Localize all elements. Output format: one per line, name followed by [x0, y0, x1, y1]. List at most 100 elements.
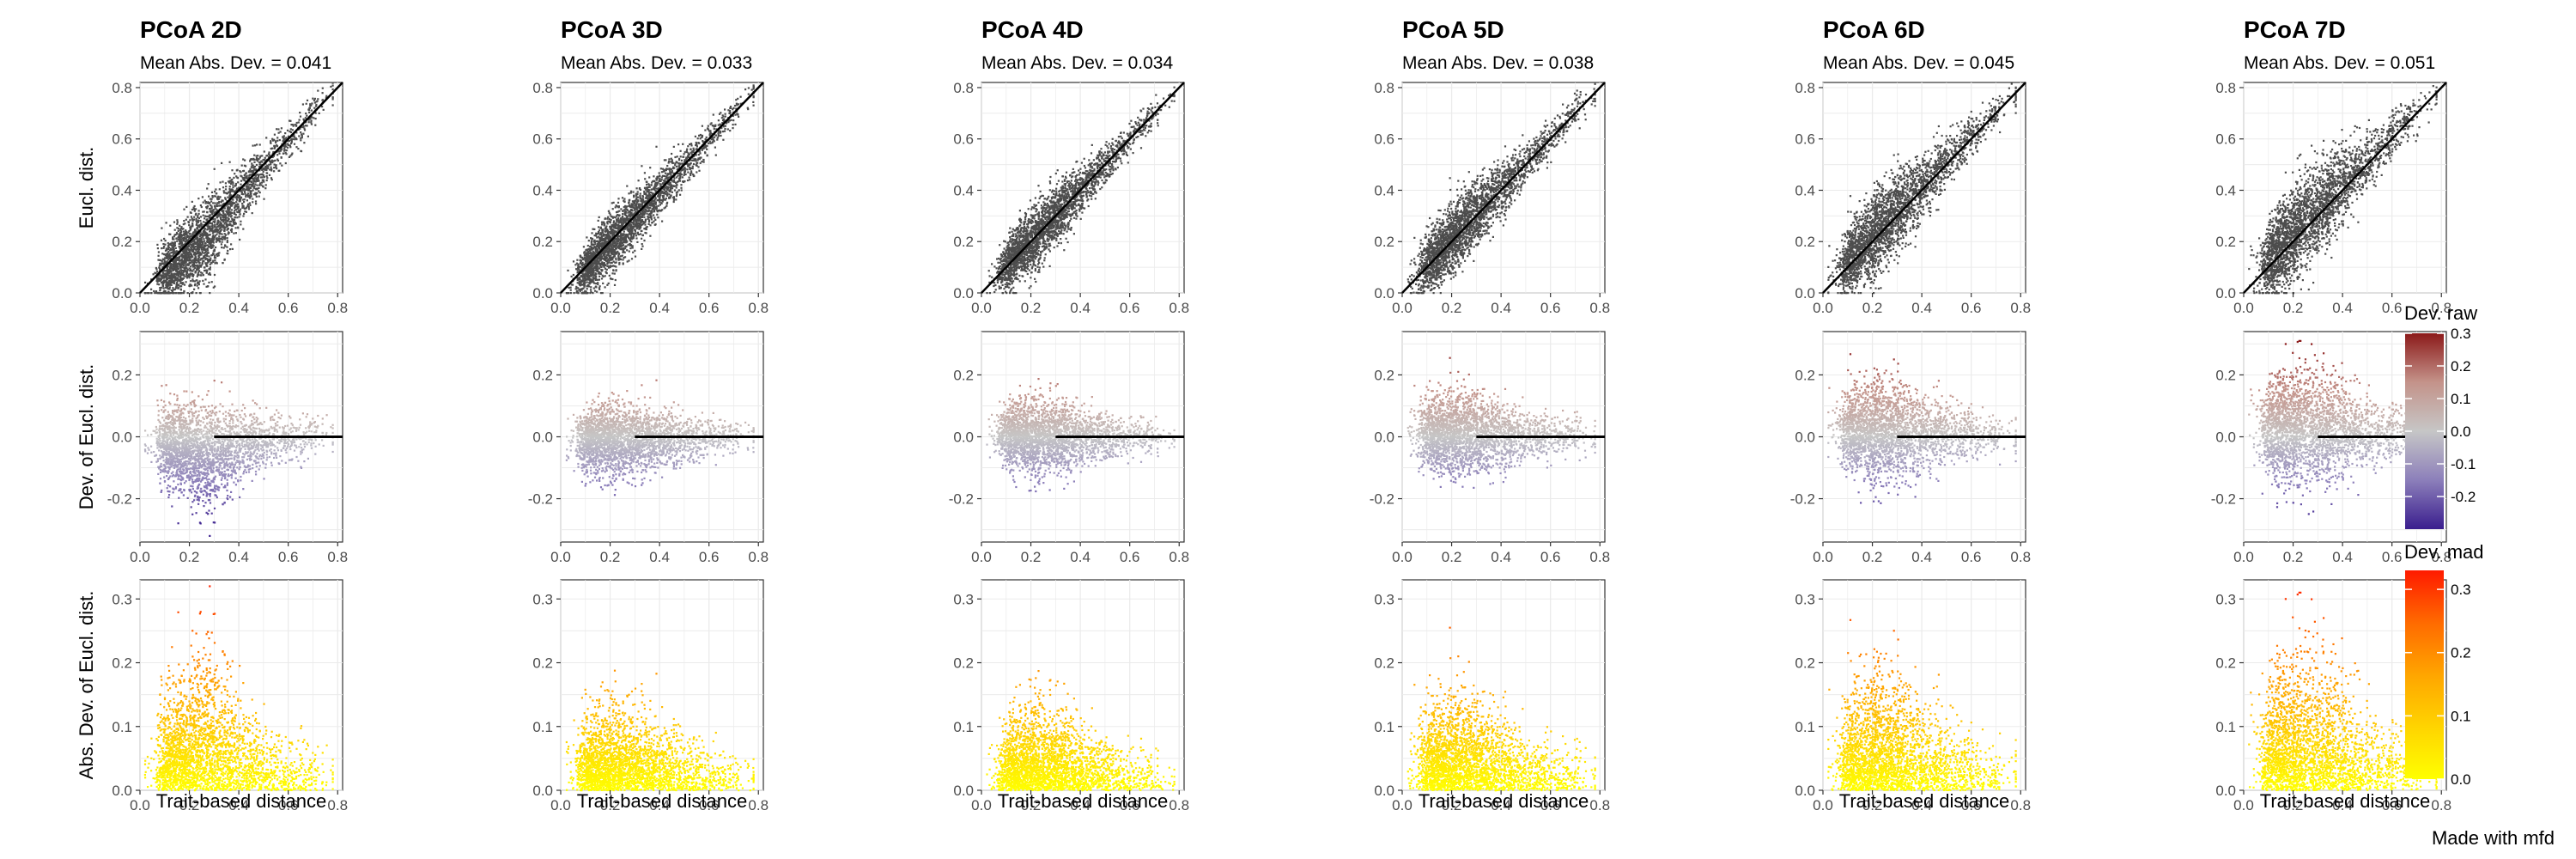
data-point — [197, 228, 198, 229]
data-point — [276, 154, 278, 155]
data-point — [211, 281, 213, 283]
data-point — [233, 233, 234, 235]
data-point — [214, 220, 216, 222]
data-point — [210, 200, 212, 202]
data-point — [249, 204, 251, 206]
data-point — [175, 286, 177, 288]
data-point — [277, 128, 279, 130]
data-point — [256, 164, 258, 166]
data-point — [184, 284, 185, 286]
data-point — [191, 259, 193, 261]
data-point — [179, 280, 180, 282]
data-point — [258, 187, 259, 189]
data-point — [185, 267, 186, 269]
data-point — [167, 283, 169, 285]
data-point — [222, 234, 223, 235]
data-point — [246, 207, 247, 209]
data-point — [314, 101, 316, 103]
data-point — [273, 167, 275, 168]
data-point — [258, 174, 259, 176]
data-point — [242, 170, 244, 172]
data-point — [307, 100, 308, 101]
data-point — [291, 141, 293, 143]
data-point — [308, 107, 310, 109]
data-point — [228, 213, 229, 215]
data-point — [212, 202, 214, 204]
data-point — [280, 131, 282, 132]
data-point — [230, 183, 232, 185]
data-point — [213, 239, 215, 241]
data-point — [175, 292, 177, 294]
data-point — [230, 189, 232, 191]
data-point — [235, 209, 237, 210]
data-point — [243, 205, 245, 207]
data-point — [270, 140, 271, 142]
data-point — [203, 202, 204, 204]
data-point — [265, 168, 267, 169]
data-point — [174, 241, 176, 243]
data-point — [197, 252, 199, 253]
data-point — [317, 101, 319, 102]
data-point — [241, 192, 243, 193]
data-point — [289, 140, 290, 142]
data-point — [229, 186, 231, 187]
data-point — [230, 221, 232, 222]
data-point — [332, 104, 334, 106]
data-point — [166, 284, 167, 286]
data-point — [185, 261, 187, 263]
data-point — [187, 216, 189, 218]
data-point — [296, 122, 298, 124]
data-point — [194, 254, 196, 256]
data-point — [224, 227, 226, 228]
data-point — [304, 129, 306, 131]
data-point — [234, 207, 235, 209]
data-point — [258, 196, 260, 198]
data-point — [224, 214, 226, 216]
data-point — [190, 280, 191, 282]
data-point — [161, 260, 163, 262]
data-point — [185, 235, 186, 237]
data-point — [173, 249, 174, 251]
data-point — [242, 215, 244, 216]
data-point — [183, 255, 185, 257]
data-point — [176, 265, 178, 267]
data-point — [167, 260, 168, 262]
data-point — [170, 283, 172, 284]
data-point — [164, 259, 166, 261]
data-point — [322, 92, 324, 94]
data-point — [209, 292, 210, 294]
data-point — [199, 239, 201, 241]
data-point — [208, 183, 210, 185]
data-point — [213, 253, 215, 255]
data-point — [210, 274, 211, 276]
data-point — [175, 238, 177, 240]
data-point — [185, 206, 187, 208]
data-point — [246, 177, 248, 179]
data-point — [168, 244, 170, 246]
data-point — [183, 231, 185, 233]
data-point — [248, 208, 250, 210]
data-point — [235, 214, 237, 216]
data-point — [303, 119, 305, 120]
data-point — [253, 187, 255, 189]
data-point — [284, 146, 286, 148]
data-point — [285, 153, 287, 155]
data-point — [179, 262, 180, 264]
data-point — [210, 247, 212, 248]
data-point — [211, 222, 213, 224]
data-point — [281, 127, 283, 129]
panel-subtitle: Mean Abs. Dev. = 0.041 — [140, 53, 331, 73]
data-point — [216, 253, 217, 255]
data-point — [220, 222, 222, 224]
data-point — [185, 252, 186, 253]
data-point — [211, 212, 213, 214]
data-point — [229, 161, 231, 163]
data-point — [192, 280, 194, 282]
data-point — [183, 234, 185, 235]
data-point — [204, 242, 206, 244]
data-point — [155, 291, 157, 293]
data-point — [265, 184, 267, 186]
data-point — [194, 267, 196, 269]
data-point — [203, 247, 204, 248]
data-point — [210, 228, 212, 229]
